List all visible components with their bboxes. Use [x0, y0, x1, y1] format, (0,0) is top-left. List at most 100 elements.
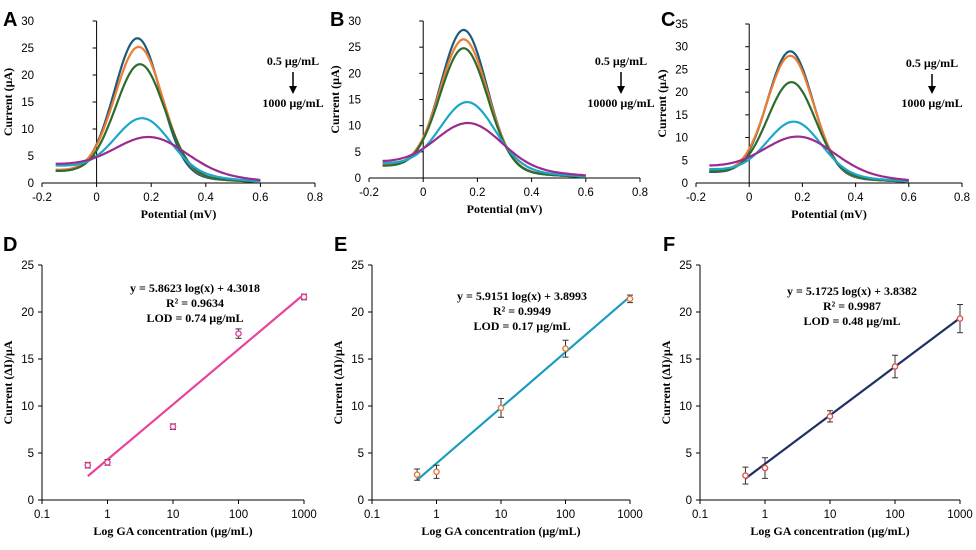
- x-tick-label: 0.2: [143, 192, 159, 204]
- x-tick-label: 0.8: [632, 187, 648, 199]
- series-line-4: [55, 135, 261, 182]
- annotation-bottom: 1000 µg/mL: [262, 96, 323, 110]
- y-tick-label: 5: [28, 151, 34, 163]
- y-tick-label: 0: [28, 178, 34, 190]
- series-line-3: [709, 120, 909, 183]
- x-axis-label: Log GA concentration (µg/mL): [421, 524, 580, 538]
- x-tick-label: 10: [824, 509, 837, 521]
- y-tick-label: 20: [679, 307, 692, 319]
- data-point: [104, 459, 111, 466]
- y-tick-label: 15: [351, 354, 364, 366]
- annotation-top: 0.5 µg/mL: [906, 56, 958, 70]
- y-tick-label: 5: [686, 448, 692, 460]
- x-tick-label: -0.2: [686, 192, 706, 204]
- x-tick-label: 1000: [291, 509, 317, 521]
- x-axis-label: Potential (mV): [141, 207, 217, 221]
- data-point: [84, 461, 92, 469]
- annotation-arrowhead: [617, 86, 625, 94]
- equation-line: R² = 0.9987: [823, 299, 881, 313]
- annotation-top: 0.5 µg/mL: [267, 54, 319, 68]
- data-point: [433, 468, 440, 476]
- x-tick-label: 1000: [617, 509, 643, 521]
- series-line-2: [382, 47, 586, 179]
- series-line-4: [382, 121, 586, 177]
- x-tick-label: 1: [104, 509, 110, 521]
- y-tick-label: 20: [348, 68, 361, 80]
- data-point: [826, 413, 834, 420]
- x-tick-label: 100: [885, 509, 904, 521]
- equation-line: y = 5.1725 log(x) + 3.8382: [787, 284, 917, 298]
- data-point: [761, 464, 769, 472]
- y-tick-label: 35: [675, 19, 688, 31]
- series-line-2: [709, 81, 909, 183]
- equation-line: y = 5.8623 log(x) + 4.3018: [130, 281, 260, 295]
- y-tick-label: 10: [21, 401, 34, 413]
- y-axis-label: Current (µA): [655, 69, 669, 137]
- panel-d: D 0 5 10 15 20 25 0.1 1 10 100 1000 Log GA concentra…: [1, 234, 317, 538]
- y-tick-label: 5: [682, 155, 688, 167]
- x-tick-label: 0.2: [794, 192, 810, 204]
- x-tick-label: 0.8: [307, 192, 323, 204]
- x-tick-label: 0.6: [252, 192, 268, 204]
- fit-line: [416, 295, 631, 481]
- y-axis-label: Current (µA): [1, 68, 15, 136]
- annotation-top: 0.5 µg/mL: [595, 54, 647, 68]
- panel-letter: B: [330, 9, 344, 31]
- x-tick-label: 0.4: [198, 192, 215, 204]
- data-point: [235, 330, 242, 337]
- data-point: [300, 293, 308, 301]
- y-axis-label: Current (ΔI)/µA: [659, 340, 673, 424]
- series-line-4: [709, 135, 909, 182]
- x-tick-label: 1: [433, 509, 439, 521]
- y-tick-label: 20: [675, 87, 688, 99]
- y-tick-label: 15: [21, 354, 34, 366]
- panel-a: A 0 5 10 15 20 25 30 -0.2 0 0.2 0.4 0.6 0.8 Potential …: [1, 9, 324, 221]
- panel-letter: A: [3, 9, 17, 31]
- y-tick-label: 25: [351, 260, 364, 272]
- panel-c: C 0 5 10 15 20 25 30 35 -0.2 0 0.2 0.4 0.6 0.8 Potentia…: [655, 9, 970, 221]
- x-tick-label: 10: [167, 509, 180, 521]
- x-tick-label: 1: [762, 509, 768, 521]
- data-point: [956, 315, 964, 322]
- x-tick-label: 0.1: [34, 509, 50, 521]
- panel-e: E 0 5 10 15 20 25 0.1 1 10 100 1000 Log GA concentra…: [331, 234, 643, 538]
- y-tick-label: 20: [351, 307, 364, 319]
- x-tick-label: 0: [93, 192, 99, 204]
- y-tick-label: 15: [348, 95, 361, 107]
- y-tick-label: 0: [686, 495, 692, 507]
- fit-line: [744, 317, 961, 480]
- x-tick-label: 0.6: [901, 192, 917, 204]
- data-point: [413, 471, 421, 478]
- x-tick-label: -0.2: [32, 192, 52, 204]
- equation-line: y = 5.9151 log(x) + 3.8993: [457, 289, 587, 303]
- x-tick-label: 0.8: [954, 192, 970, 204]
- y-tick-label: 5: [355, 147, 361, 159]
- y-axis-label: Current (ΔI)/µA: [1, 340, 15, 424]
- y-tick-label: 10: [348, 121, 361, 133]
- x-tick-label: 0: [746, 192, 752, 204]
- y-tick-label: 30: [348, 16, 361, 28]
- y-tick-label: 10: [351, 401, 364, 413]
- x-tick-label: -0.2: [359, 187, 379, 199]
- panel-letter: D: [3, 234, 17, 256]
- equation-line: LOD = 0.48 µg/mL: [803, 314, 900, 328]
- equation-line: R² = 0.9949: [493, 304, 551, 318]
- x-tick-label: 0.1: [364, 509, 380, 521]
- y-axis-label: Current (µA): [328, 65, 342, 133]
- y-tick-label: 0: [682, 178, 688, 190]
- x-tick-label: 0.4: [848, 192, 865, 204]
- panel-letter: E: [334, 234, 347, 256]
- y-tick-label: 25: [21, 43, 34, 55]
- annotation-bottom: 1000 µg/mL: [901, 96, 962, 110]
- y-tick-label: 5: [358, 448, 364, 460]
- data-point: [891, 363, 899, 370]
- x-axis-label: Potential (mV): [791, 207, 867, 221]
- x-tick-label: 1000: [947, 509, 973, 521]
- equation-line: R² = 0.9634: [166, 296, 224, 310]
- y-tick-label: 5: [28, 448, 34, 460]
- x-tick-label: 0.4: [524, 187, 541, 199]
- y-tick-label: 0: [355, 173, 361, 185]
- panel-b: B 0 5 10 15 20 25 30 -0.2 0 0.2 0.4 0.6 0.8 Potential …: [328, 9, 655, 216]
- y-tick-label: 10: [679, 401, 692, 413]
